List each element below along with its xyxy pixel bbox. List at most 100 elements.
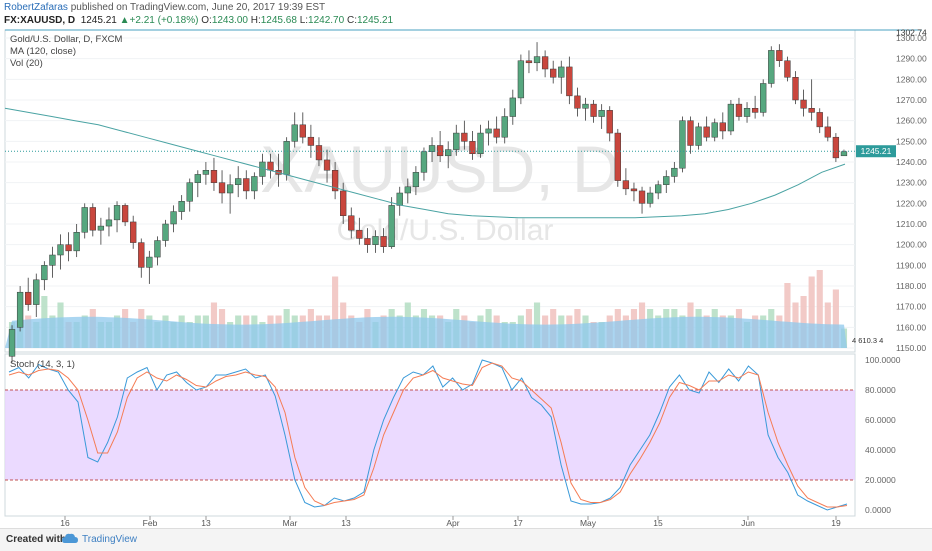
candle-body[interactable]	[372, 236, 379, 245]
candle-body[interactable]	[162, 223, 169, 241]
candle-body[interactable]	[186, 182, 193, 202]
candle-body[interactable]	[8, 329, 16, 357]
candle-body[interactable]	[501, 116, 508, 138]
candle-body[interactable]	[808, 108, 815, 113]
author-name[interactable]: RobertZafaras	[4, 2, 68, 13]
candle-body[interactable]	[509, 97, 516, 117]
candle-body[interactable]	[218, 182, 226, 194]
candle-body[interactable]	[824, 126, 831, 138]
candle-body[interactable]	[154, 240, 161, 258]
candle-body[interactable]	[146, 256, 153, 268]
candle-body[interactable]	[315, 145, 323, 161]
candle-body[interactable]	[97, 225, 105, 231]
candle-body[interactable]	[800, 99, 807, 109]
candle-body[interactable]	[630, 188, 638, 192]
candle-body[interactable]	[428, 145, 436, 152]
candle-body[interactable]	[550, 68, 557, 78]
candle-body[interactable]	[226, 184, 234, 194]
candle-body[interactable]	[81, 207, 88, 233]
candle-body[interactable]	[307, 136, 315, 146]
candle-body[interactable]	[590, 103, 597, 117]
candle-body[interactable]	[49, 254, 56, 266]
candle-body[interactable]	[566, 66, 573, 97]
candle-body[interactable]	[41, 265, 48, 281]
candle-body[interactable]	[89, 207, 96, 231]
legend-stoch[interactable]: Stoch (14, 3, 1)	[10, 359, 75, 370]
candle-body[interactable]	[178, 201, 185, 212]
candle-body[interactable]	[695, 126, 702, 146]
candle-body[interactable]	[679, 120, 686, 169]
candle-body[interactable]	[638, 190, 646, 204]
candle-body[interactable]	[138, 242, 145, 268]
candle-body[interactable]	[33, 279, 40, 305]
candle-body[interactable]	[776, 50, 783, 61]
candle-body[interactable]	[420, 151, 428, 173]
candle-body[interactable]	[558, 66, 565, 78]
candle-body[interactable]	[121, 205, 129, 223]
candle-body[interactable]	[396, 192, 403, 206]
candle-body[interactable]	[574, 95, 581, 109]
candle-body[interactable]	[840, 151, 848, 157]
candle-body[interactable]	[606, 110, 613, 134]
legend-ma[interactable]: MA (120, close)	[10, 46, 76, 57]
candle-body[interactable]	[735, 103, 743, 117]
candle-body[interactable]	[404, 186, 411, 194]
candle-body[interactable]	[340, 190, 347, 216]
candle-body[interactable]	[663, 176, 670, 185]
candle-body[interactable]	[210, 170, 218, 183]
candle-body[interactable]	[57, 244, 64, 256]
candle-body[interactable]	[380, 236, 387, 247]
candle-body[interactable]	[687, 120, 694, 146]
candle-body[interactable]	[113, 205, 121, 221]
candle-body[interactable]	[25, 291, 32, 305]
candle-body[interactable]	[784, 60, 791, 78]
candle-body[interactable]	[65, 244, 72, 252]
candle-body[interactable]	[703, 126, 710, 138]
candle-body[interactable]	[493, 128, 500, 138]
candle-body[interactable]	[727, 103, 735, 132]
candle-body[interactable]	[331, 170, 339, 192]
candle-body[interactable]	[283, 141, 290, 175]
candle-body[interactable]	[16, 291, 24, 328]
candle-body[interactable]	[768, 50, 775, 84]
legend-vol[interactable]: Vol (20)	[10, 58, 43, 69]
candle-body[interactable]	[323, 159, 331, 171]
candle-body[interactable]	[356, 229, 363, 239]
candle-body[interactable]	[485, 128, 492, 134]
candle-body[interactable]	[291, 124, 298, 142]
candle-body[interactable]	[614, 132, 621, 181]
candle-body[interactable]	[412, 172, 420, 188]
candle-body[interactable]	[477, 132, 484, 154]
candle-body[interactable]	[461, 132, 468, 142]
candle-body[interactable]	[251, 176, 258, 192]
candle-body[interactable]	[751, 108, 759, 113]
candle-body[interactable]	[655, 184, 662, 194]
candle-body[interactable]	[816, 112, 823, 128]
candle-body[interactable]	[622, 180, 630, 190]
candle-body[interactable]	[719, 122, 726, 132]
candle-body[interactable]	[582, 103, 589, 109]
candle-body[interactable]	[235, 178, 242, 185]
candle-body[interactable]	[436, 145, 444, 157]
candle-body[interactable]	[170, 211, 177, 225]
candle-body[interactable]	[525, 60, 533, 64]
candle-body[interactable]	[105, 219, 113, 227]
candle-body[interactable]	[533, 56, 541, 64]
candle-body[interactable]	[243, 178, 250, 192]
candle-body[interactable]	[743, 108, 751, 117]
candle-body[interactable]	[364, 238, 371, 245]
chart-canvas[interactable]: XAUUSD, D Gold/U.S. Dollar 1300.001290.0…	[0, 0, 932, 528]
candle-body[interactable]	[267, 161, 274, 171]
candle-body[interactable]	[453, 132, 460, 150]
candle-body[interactable]	[194, 174, 201, 183]
candle-body[interactable]	[792, 77, 799, 101]
candle-body[interactable]	[130, 221, 137, 243]
tradingview-brand[interactable]: TradingView	[82, 534, 138, 545]
candle-body[interactable]	[517, 60, 525, 99]
candle-body[interactable]	[299, 124, 306, 138]
candle-body[interactable]	[388, 205, 395, 247]
candle-body[interactable]	[348, 215, 355, 231]
candle-body[interactable]	[445, 149, 452, 157]
candle-body[interactable]	[832, 136, 840, 159]
candle-body[interactable]	[541, 56, 549, 70]
